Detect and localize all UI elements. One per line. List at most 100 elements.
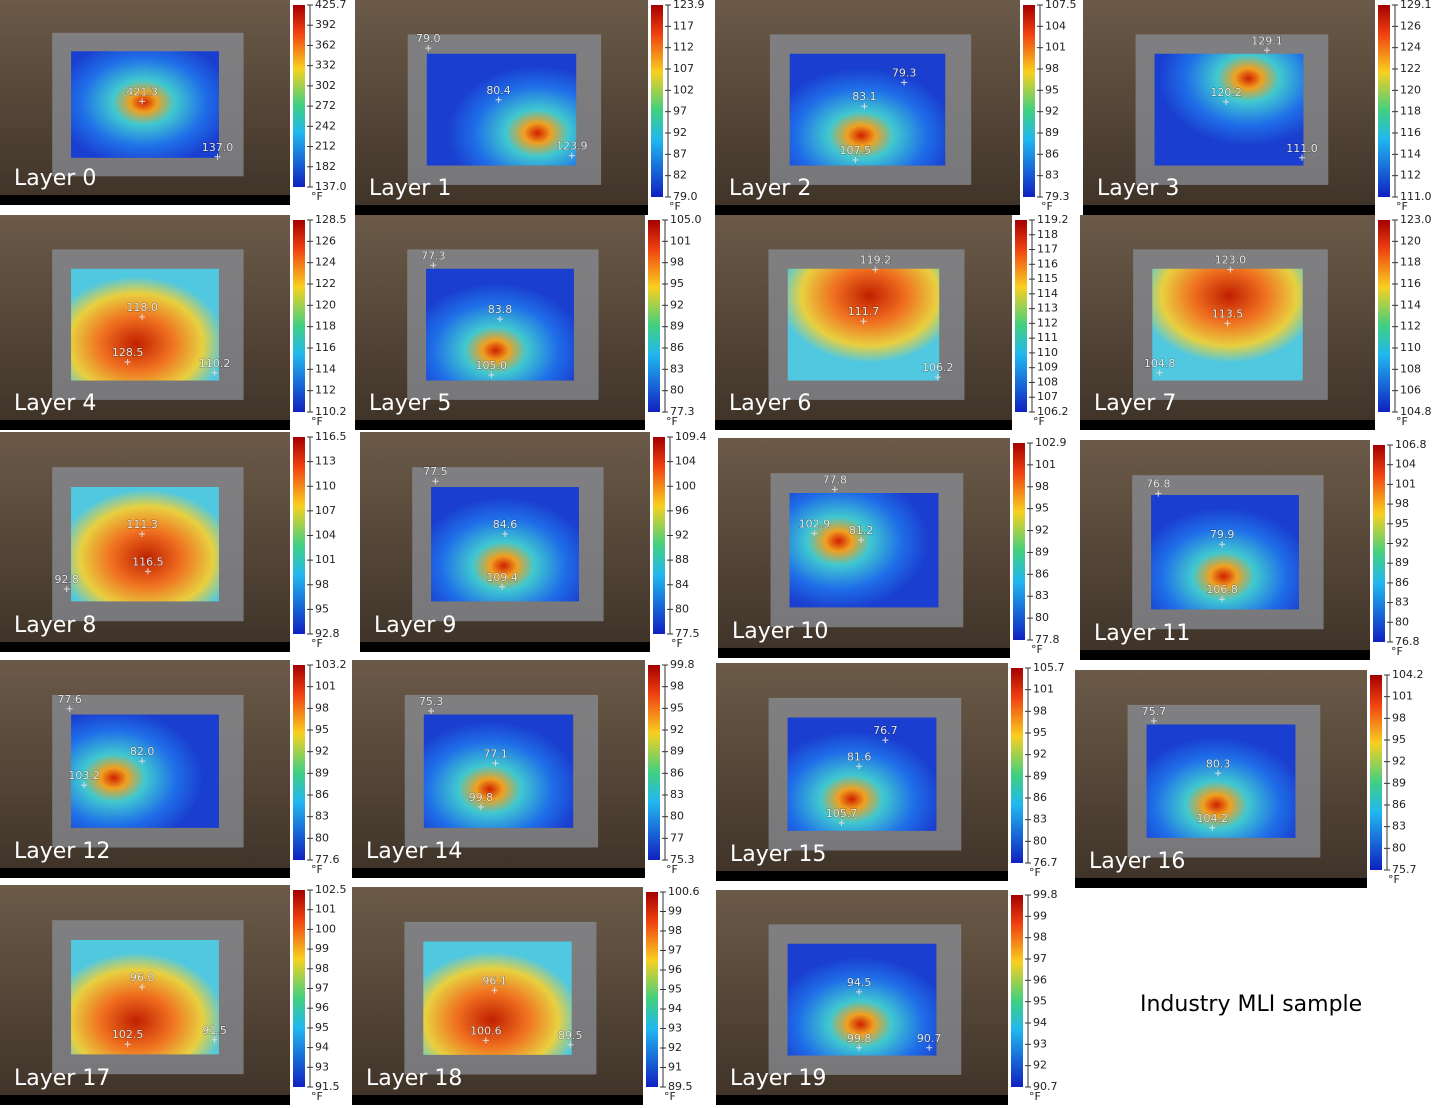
temperature-readout: 81.6 <box>847 750 872 763</box>
crosshair <box>860 318 867 325</box>
crosshair <box>567 1041 574 1048</box>
colorbar-label: 116 <box>1400 277 1421 290</box>
thermal-image <box>1146 724 1296 838</box>
colorbar-label: 95 <box>1035 502 1049 515</box>
thermal-image <box>426 53 577 166</box>
unit-label: °F <box>1029 1090 1041 1103</box>
colorbar-label: 120 <box>1400 234 1421 247</box>
crosshair <box>66 705 73 712</box>
thermal-image <box>787 943 937 1056</box>
colorbar-label: 77.3 <box>670 405 695 418</box>
crosshair <box>139 98 146 105</box>
colorbar-label: 89 <box>670 745 684 758</box>
crosshair <box>831 486 838 493</box>
colorbar-label: 116 <box>1037 257 1058 270</box>
crosshair <box>1223 98 1230 105</box>
colorbar-label: 102.5 <box>315 883 347 896</box>
colorbar-label: 98 <box>1033 704 1047 717</box>
temperature-readout: 109.4 <box>486 571 518 584</box>
crosshair <box>856 1044 863 1051</box>
colorbar-label: 112 <box>673 41 694 54</box>
colorbar-label: 101 <box>1395 477 1416 490</box>
colorbar-label: 89 <box>1392 776 1406 789</box>
temperature-readout: 104.2 <box>1196 812 1228 825</box>
colorbar-label: 124 <box>1400 41 1421 54</box>
colorbar-label: 83 <box>670 788 684 801</box>
thermal-panel: Layer 1 79.0 80.4 123.9 123.9 117 112 107 102 97 9… <box>355 0 705 215</box>
colorbar-label: 92 <box>1045 105 1059 118</box>
crosshair <box>211 369 218 376</box>
temperature-readout: 80.4 <box>486 84 511 97</box>
colorbar-label: 76.7 <box>1033 856 1058 869</box>
temperature-readout: 79.9 <box>1210 528 1235 541</box>
colorbar-label: 101 <box>315 553 336 566</box>
colorbar-label: 80 <box>1395 615 1409 628</box>
colorbar <box>293 890 305 1087</box>
colorbar-label: 112 <box>1400 320 1421 333</box>
temperature-readout: 105.0 <box>476 359 508 372</box>
crosshair <box>124 1041 131 1048</box>
colorbar-label: 84 <box>675 578 689 591</box>
colorbar-label: 113 <box>1037 302 1058 315</box>
unit-label: °F <box>1396 200 1408 213</box>
colorbar <box>293 220 305 412</box>
colorbar-label: 112 <box>1037 316 1058 329</box>
colorbar-label: 108 <box>1400 362 1421 375</box>
colorbar-label: 425.7 <box>315 0 347 11</box>
crosshair <box>124 359 131 366</box>
crosshair <box>856 988 863 995</box>
colorbar-label: 92 <box>315 745 329 758</box>
colorbar <box>648 220 660 412</box>
crosshair <box>926 1044 933 1051</box>
temperature-readout: 113.5 <box>1212 307 1244 320</box>
temperature-readout: 128.5 <box>112 346 144 359</box>
colorbar-label: 99.8 <box>670 658 695 671</box>
crosshair <box>568 152 575 159</box>
crosshair <box>856 763 863 770</box>
bottom-strip <box>0 420 290 430</box>
thermal-panel: Layer 5 77.3 83.8 105.0 105.0 101 98 95 92 89 86 83… <box>355 213 702 430</box>
colorbar-label: 92 <box>670 723 684 736</box>
thermal-image <box>787 268 940 381</box>
thermal-panel: Layer 8 111.3 116.5 92.8 116.5 113 110 107 104 10… <box>0 430 347 652</box>
crosshair <box>492 760 499 767</box>
colorbar-label: 83 <box>1392 820 1406 833</box>
colorbar-label: 116 <box>1400 126 1421 139</box>
panel-label: Layer 10 <box>732 619 828 644</box>
colorbar-label: 89 <box>670 320 684 333</box>
colorbar-label: 89 <box>1033 769 1047 782</box>
panel-label: Layer 1 <box>369 176 451 201</box>
colorbar-label: 105.0 <box>670 213 702 226</box>
temperature-readout: 76.7 <box>873 724 898 737</box>
colorbar-label: 93 <box>1033 1037 1047 1050</box>
bottom-strip <box>1083 205 1375 215</box>
colorbar-label: 104.8 <box>1400 405 1432 418</box>
colorbar-label: 114 <box>315 362 336 375</box>
temperature-readout: 91.5 <box>202 1024 227 1037</box>
temperature-readout: 89.5 <box>558 1029 583 1042</box>
colorbar <box>646 892 658 1087</box>
thermal-panel: Layer 2 79.3 83.1 107.5 107.5 104 101 98 95 92 89 8… <box>715 0 1077 215</box>
colorbar-label: 77.5 <box>675 627 700 640</box>
panel-label: Layer 16 <box>1089 849 1185 874</box>
colorbar-label: 92 <box>1033 1059 1047 1072</box>
unit-label: °F <box>311 1090 323 1103</box>
panel-label: Layer 17 <box>14 1066 110 1091</box>
colorbar-label: 104 <box>675 455 696 468</box>
crosshair <box>1219 596 1226 603</box>
colorbar-label: 83 <box>1395 596 1409 609</box>
colorbar-label: 102.9 <box>1035 436 1067 449</box>
colorbar-label: 92 <box>1392 755 1406 768</box>
colorbar-label: 102 <box>673 83 694 96</box>
temperature-readout: 129.1 <box>1251 34 1283 47</box>
thermal-image <box>431 487 579 602</box>
bottom-strip <box>0 868 290 878</box>
colorbar-label: 95 <box>1033 995 1047 1008</box>
colorbar-label: 101 <box>1045 41 1066 54</box>
temperature-readout: 77.5 <box>423 465 448 478</box>
colorbar-label: 117 <box>1037 243 1058 256</box>
colorbar-label: 91 <box>668 1061 682 1074</box>
unit-label: °F <box>1391 645 1403 658</box>
crosshair <box>139 984 146 990</box>
